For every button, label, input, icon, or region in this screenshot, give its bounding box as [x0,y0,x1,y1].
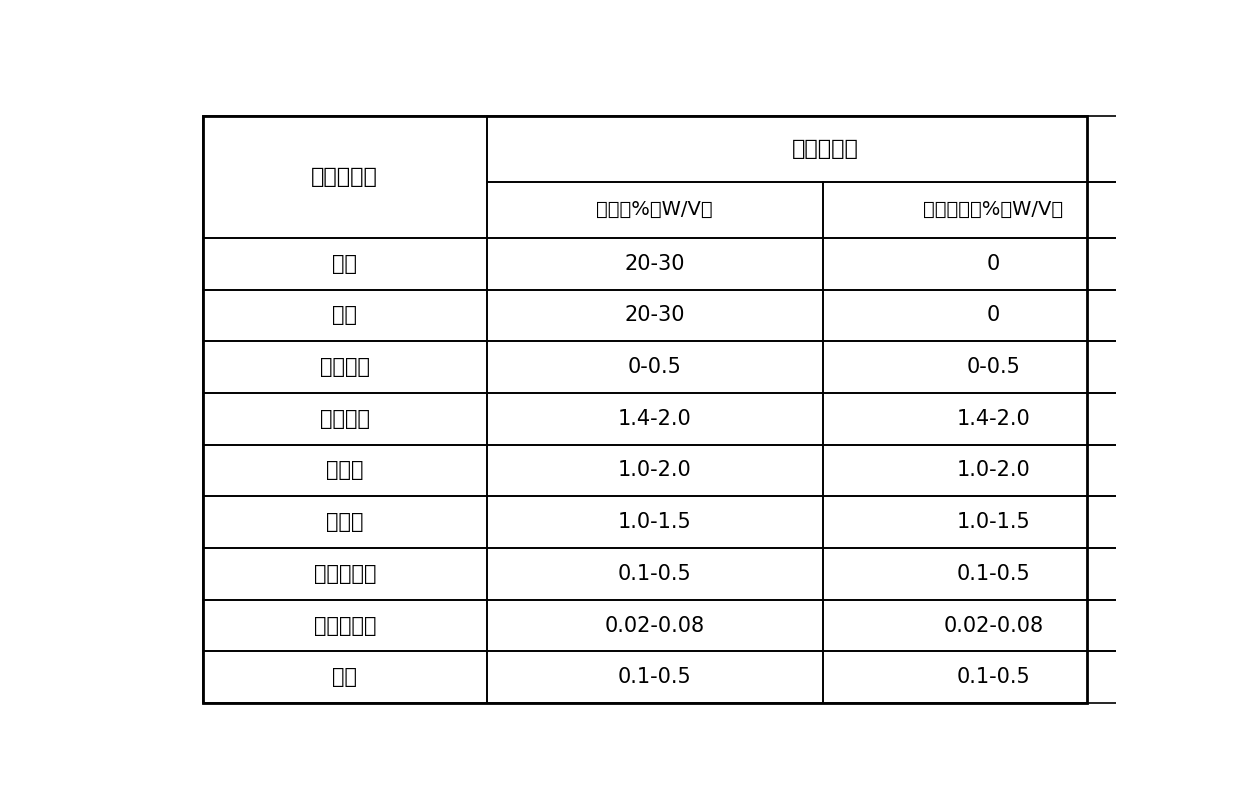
Text: 0.02-0.08: 0.02-0.08 [605,616,704,636]
Text: 1.4-2.0: 1.4-2.0 [956,409,1030,429]
Text: 1.0-2.0: 1.0-2.0 [618,461,692,480]
Bar [486,548,823,599]
Text: 0: 0 [987,254,1001,273]
Text: 0.1-0.5: 0.1-0.5 [618,564,692,584]
Text: 原材料种类: 原材料种类 [311,167,378,187]
Bar [486,496,823,548]
Text: 20-30: 20-30 [625,306,684,325]
Bar [823,341,1164,393]
Bar [203,290,486,341]
Bar [823,393,1164,444]
Bar [203,444,486,496]
Text: 1.0-1.5: 1.0-1.5 [618,512,692,532]
Text: 1.0-1.5: 1.0-1.5 [956,512,1030,532]
Bar [486,651,823,703]
Bar [486,116,1164,182]
Text: 1.4-2.0: 1.4-2.0 [618,409,692,429]
Text: 酵母粉: 酵母粉 [326,461,363,480]
Text: 米粉: 米粉 [332,306,357,325]
Bar [823,238,1164,290]
Bar [486,290,823,341]
Text: 磷酸二氢钾: 磷酸二氢钾 [314,564,376,584]
Text: 磷酸氢二钠: 磷酸氢二钠 [314,616,376,636]
Bar [486,444,823,496]
Bar [823,599,1164,651]
Text: 0-0.5: 0-0.5 [966,357,1021,377]
Bar [823,444,1164,496]
Text: 0.1-0.5: 0.1-0.5 [618,667,692,687]
Bar [203,599,486,651]
Text: 20-30: 20-30 [625,254,684,273]
Bar [203,238,486,290]
Bar [823,182,1164,238]
Text: 0.1-0.5: 0.1-0.5 [956,667,1030,687]
Bar [203,651,486,703]
Text: 淀粉: 淀粉 [332,254,357,273]
Bar [203,341,486,393]
Text: 本发明配方%（W/V）: 本发明配方%（W/V） [924,200,1064,219]
Text: 原配方%（W/V）: 原配方%（W/V） [596,200,713,219]
Bar [203,496,486,548]
Bar [823,290,1164,341]
Bar [486,238,823,290]
Text: 碳酸钙: 碳酸钙 [326,512,363,532]
Bar [486,393,823,444]
Bar [203,116,486,238]
Bar [203,548,486,599]
Text: 黄豆饼粉: 黄豆饼粉 [320,357,370,377]
Text: 1.0-2.0: 1.0-2.0 [956,461,1030,480]
Bar [486,182,823,238]
Bar [823,548,1164,599]
Bar [203,393,486,444]
Bar [823,651,1164,703]
Bar [823,496,1164,548]
Bar [486,341,823,393]
Bar [486,599,823,651]
Text: 花生饼粉: 花生饼粉 [320,409,370,429]
Text: 0: 0 [987,306,1001,325]
Text: 0.1-0.5: 0.1-0.5 [956,564,1030,584]
Text: 0.02-0.08: 0.02-0.08 [944,616,1044,636]
Text: 0-0.5: 0-0.5 [627,357,682,377]
Text: 硅油: 硅油 [332,667,357,687]
Text: 补料培养基: 补料培养基 [792,139,859,159]
